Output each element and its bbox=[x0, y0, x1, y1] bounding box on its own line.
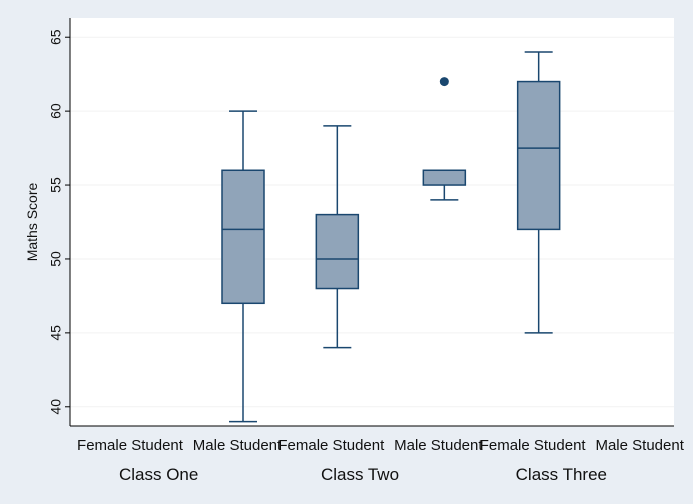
outlier-point bbox=[439, 77, 449, 87]
group-label: Class Two bbox=[321, 465, 399, 484]
group-label: Class Three bbox=[516, 465, 607, 484]
category-label: Male Student bbox=[595, 437, 684, 454]
plot-area bbox=[70, 18, 674, 426]
grid-lines bbox=[70, 36, 674, 408]
category-label: Female Student bbox=[278, 437, 385, 454]
box-iqr bbox=[422, 169, 467, 186]
box-iqr bbox=[315, 213, 360, 290]
category-label: Male Student bbox=[394, 437, 483, 454]
category-label: Female Student bbox=[480, 437, 587, 454]
y-axis-title: Maths Score bbox=[24, 182, 40, 261]
y-tick-label: 65 bbox=[48, 29, 64, 45]
boxes bbox=[221, 51, 561, 423]
box-iqr bbox=[516, 80, 561, 231]
y-tick-label: 55 bbox=[48, 177, 64, 193]
group-label: Class One bbox=[119, 465, 198, 484]
y-tick-label: 60 bbox=[48, 103, 64, 119]
category-label: Female Student bbox=[77, 437, 184, 454]
y-tick-label: 40 bbox=[48, 399, 64, 415]
category-label: Male Student bbox=[193, 437, 282, 454]
y-tick-label: 50 bbox=[48, 251, 64, 267]
box-iqr bbox=[221, 169, 265, 305]
y-ticks: 40 45 50 55 60 65 bbox=[48, 29, 70, 415]
y-tick-label: 45 bbox=[48, 325, 64, 341]
